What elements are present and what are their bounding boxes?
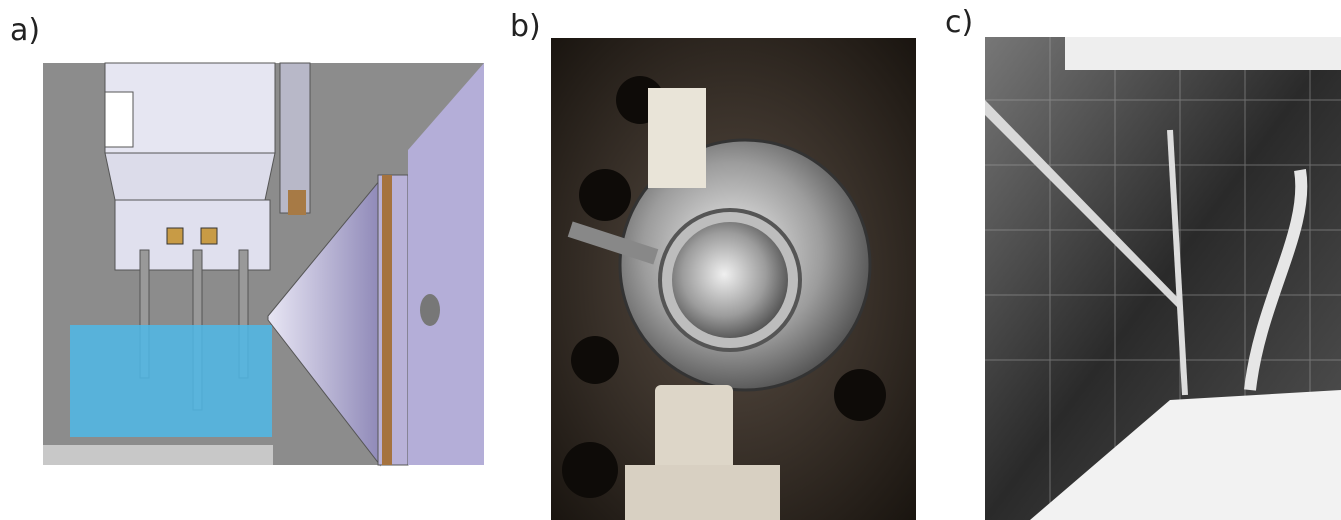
panel-label: c) xyxy=(945,5,973,40)
panel-label: a) xyxy=(10,13,40,48)
panel-label: b) xyxy=(510,9,541,44)
cad-render xyxy=(43,63,484,465)
chamber-photo xyxy=(551,38,916,520)
page: {"panels": [{"label": "a)"}, {"label": "… xyxy=(0,0,1341,520)
figure: a) b) c) xyxy=(0,0,1341,520)
bw-photo xyxy=(985,37,1341,520)
